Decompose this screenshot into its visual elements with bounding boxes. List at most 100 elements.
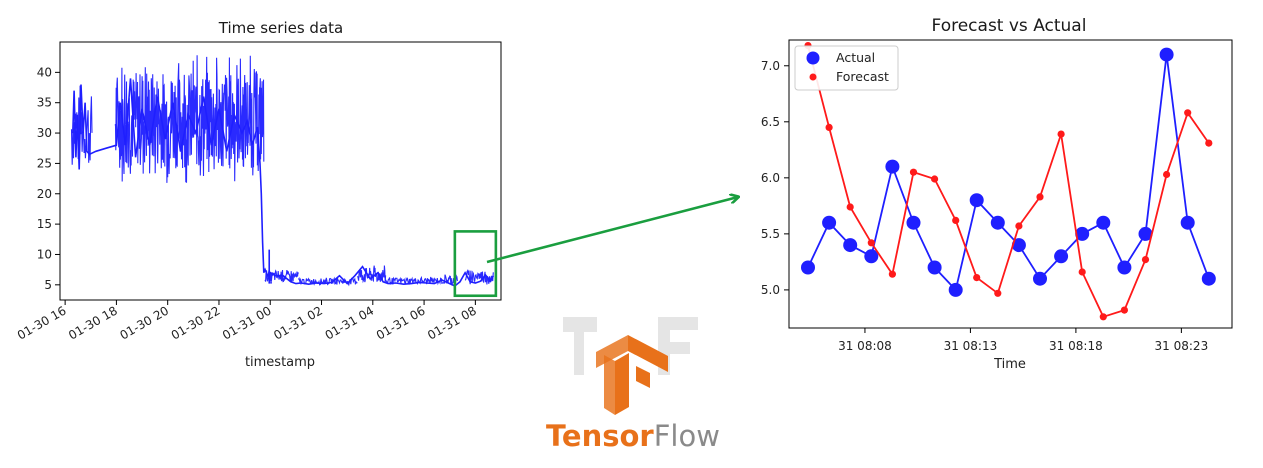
left-y-tick-label: 25 — [37, 156, 52, 170]
left-y-tick-label: 30 — [37, 126, 52, 140]
tf-mark-stem-side — [604, 355, 615, 415]
right-x-axis-label: Time — [993, 357, 1026, 372]
actual-point — [948, 282, 963, 297]
actual-point — [1201, 271, 1216, 286]
legend: Actual Forecast — [794, 45, 899, 91]
legend-actual-label: Actual — [836, 50, 875, 65]
forecast-line — [807, 45, 1210, 318]
right-x-tick-label: 31 08:13 — [944, 339, 998, 353]
right-y-axis: 5.0 5.5 6.0 6.5 7.0 — [761, 59, 789, 297]
actual-point — [1180, 215, 1195, 230]
right-y-tick-label: 5.5 — [761, 227, 780, 241]
time-series-noise — [264, 269, 299, 283]
left-x-tick-label: 01-31 00 — [220, 303, 274, 342]
actual-point — [906, 215, 921, 230]
left-plot-frame — [59, 41, 502, 301]
left-x-tick-label: 01-30 18 — [66, 303, 120, 342]
actual-point — [864, 249, 879, 264]
right-y-tick-label: 7.0 — [761, 59, 780, 73]
zoom-connector-arrow — [486, 197, 738, 264]
actual-point — [843, 238, 858, 253]
left-y-tick-label: 20 — [37, 187, 52, 201]
tensorflow-logo-icon — [596, 335, 668, 415]
left-chart-title: Time series data — [218, 19, 343, 37]
right-y-tick-label: 5.0 — [761, 283, 780, 297]
actual-point — [927, 260, 942, 275]
left-x-tick-label: 01-31 04 — [323, 303, 377, 342]
time-series-noise — [297, 276, 358, 287]
left-y-tick-label: 35 — [37, 96, 52, 110]
right-y-tick-label: 6.5 — [761, 115, 780, 129]
forecast-point — [1015, 222, 1023, 230]
left-x-tick-label: 01-30 22 — [169, 303, 223, 342]
left-series-group — [70, 55, 495, 287]
left-y-tick-label: 10 — [37, 247, 52, 261]
right-x-tick-label: 31 08:23 — [1155, 339, 1209, 353]
legend-forecast-label: Forecast — [836, 69, 889, 84]
tf-mark-branch — [636, 366, 650, 388]
forecast-chart: Forecast vs Actual 5.0 5.5 6.0 6.5 7.0 31 08… — [761, 16, 1233, 372]
tf-mark-stem-front — [615, 353, 629, 415]
actual-point — [822, 215, 837, 230]
actual-point — [1075, 226, 1090, 241]
forecast-point — [1141, 256, 1150, 264]
left-y-axis: 5 10 15 20 25 30 35 40 — [37, 65, 60, 292]
actual-point — [1033, 271, 1047, 286]
actual-point — [1117, 260, 1132, 275]
forecast-point — [1036, 193, 1044, 201]
forecast-point — [1163, 170, 1171, 179]
wordmark-flow: Flow — [654, 419, 720, 453]
actual-point — [1159, 47, 1174, 62]
forecast-point — [994, 289, 1002, 297]
forecast-point — [867, 239, 875, 247]
forecast-point — [909, 168, 918, 176]
forecast-point — [1057, 130, 1065, 138]
ghost-t-shape — [563, 317, 597, 375]
left-x-tick-label: 01-31 02 — [271, 303, 325, 342]
forecast-point — [888, 270, 897, 278]
legend-box — [794, 45, 899, 91]
right-chart-title: Forecast vs Actual — [932, 16, 1087, 36]
forecast-point — [952, 216, 960, 224]
forecast-point — [825, 123, 833, 131]
left-x-tick-label: 01-31 08 — [425, 303, 479, 342]
right-y-tick-label: 6.0 — [761, 171, 780, 185]
left-x-tick-label: 01-30 20 — [117, 303, 171, 342]
forecast-point — [1120, 306, 1128, 314]
actual-point — [969, 193, 984, 208]
legend-forecast-marker — [809, 73, 817, 81]
forecast-point — [1205, 139, 1213, 147]
tensorflow-wordmark: TensorFlow — [546, 419, 720, 453]
legend-actual-marker — [806, 51, 820, 65]
left-x-tick-label: 01-31 06 — [374, 303, 428, 342]
time-series-chart: Time series data 5 10 15 20 25 30 35 40 01-30 1… — [15, 19, 502, 370]
left-x-tick-label: 01-30 16 — [15, 303, 69, 342]
actual-point — [801, 260, 815, 275]
time-series-noise — [114, 55, 265, 183]
right-series-group — [801, 42, 1216, 321]
actual-point — [990, 215, 1005, 230]
left-y-tick-label: 15 — [37, 217, 52, 231]
time-series-noise — [385, 275, 446, 286]
right-x-tick-label: 31 08:08 — [838, 339, 892, 353]
tensorflow-logo: TensorFlow — [546, 317, 720, 453]
forecast-point — [1099, 313, 1107, 321]
forecast-point — [973, 274, 981, 282]
time-series-line — [72, 78, 495, 287]
left-y-tick-label: 40 — [37, 65, 52, 79]
right-x-tick-label: 31 08:18 — [1049, 339, 1103, 353]
forecast-point — [1078, 268, 1086, 276]
forecast-point — [931, 175, 939, 183]
actual-point — [1096, 215, 1111, 230]
left-y-tick-label: 5 — [44, 278, 52, 292]
actual-point — [1011, 238, 1026, 253]
tf-mark-top-right — [628, 335, 668, 372]
highlight-window-box — [453, 230, 498, 298]
actual-point — [1138, 226, 1153, 241]
actual-point — [885, 159, 900, 174]
forecast-point — [846, 203, 854, 211]
left-x-axis-label: timestamp — [245, 355, 315, 370]
right-x-axis: 31 08:08 31 08:13 31 08:18 31 08:23 — [838, 328, 1208, 353]
